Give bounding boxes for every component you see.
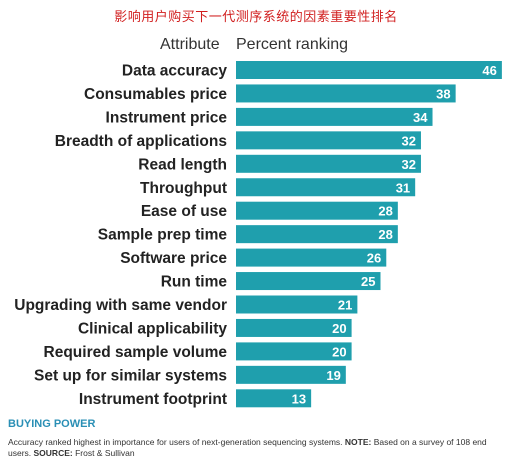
category-label-set-up-for-similar-systems: Set up for similar systems bbox=[34, 367, 227, 384]
bar-clinical-applicability bbox=[236, 318, 352, 337]
category-label-required-sample-volume: Required sample volume bbox=[44, 344, 228, 361]
category-label-instrument-footprint: Instrument footprint bbox=[79, 391, 227, 408]
source-label: SOURCE: bbox=[33, 448, 73, 458]
value-label-throughput: 31 bbox=[396, 180, 410, 195]
note-text: Based on a survey of 108 end users. bbox=[8, 437, 487, 458]
category-label-upgrading-with-same-vendor: Upgrading with same vendor bbox=[14, 297, 227, 314]
value-label-software-price: 26 bbox=[367, 251, 381, 266]
chart-top-title: 影响用户购买下一代测序系统的因素重要性排名 bbox=[114, 10, 398, 25]
value-label-ease-of-use: 28 bbox=[378, 204, 392, 219]
bar-read-length bbox=[236, 154, 421, 173]
value-label-data-accuracy: 46 bbox=[482, 63, 496, 78]
footer-title: BUYING POWER bbox=[8, 418, 96, 430]
category-label-sample-prep-time: Sample prep time bbox=[98, 227, 228, 244]
footnote-text: Accuracy ranked highest in importance fo… bbox=[8, 437, 345, 447]
footnote: Accuracy ranked highest in importance fo… bbox=[8, 437, 508, 459]
category-label-consumables-price: Consumables price bbox=[84, 86, 227, 103]
value-label-consumables-price: 38 bbox=[436, 86, 450, 101]
value-label-breadth-of-applications: 32 bbox=[401, 133, 415, 148]
bar-required-sample-volume bbox=[236, 342, 352, 361]
bar-software-price bbox=[236, 248, 387, 267]
bar-instrument-footprint bbox=[236, 389, 312, 408]
value-label-run-time: 25 bbox=[361, 274, 375, 289]
bar-sample-prep-time bbox=[236, 225, 398, 244]
value-label-instrument-price: 34 bbox=[413, 110, 428, 125]
bar-consumables-price bbox=[236, 84, 456, 103]
bar-instrument-price bbox=[236, 107, 433, 126]
value-label-read-length: 32 bbox=[401, 157, 415, 172]
category-label-throughput: Throughput bbox=[140, 180, 227, 197]
category-label-software-price: Software price bbox=[120, 250, 227, 267]
category-label-instrument-price: Instrument price bbox=[106, 109, 228, 126]
note-label: NOTE: bbox=[344, 437, 372, 447]
value-label-sample-prep-time: 28 bbox=[378, 227, 392, 242]
category-label-clinical-applicability: Clinical applicability bbox=[78, 320, 227, 337]
value-label-clinical-applicability: 20 bbox=[332, 321, 346, 336]
value-label-instrument-footprint: 13 bbox=[292, 391, 306, 406]
category-label-run-time: Run time bbox=[161, 274, 228, 291]
bar-ease-of-use bbox=[236, 201, 398, 220]
bar-throughput bbox=[236, 178, 416, 197]
source-text: Frost & Sullivan bbox=[72, 448, 135, 458]
bar-set-up-for-similar-systems bbox=[236, 365, 346, 384]
bar-upgrading-with-same-vendor bbox=[236, 295, 358, 314]
percent-ranking-column-header: Percent ranking bbox=[236, 36, 349, 53]
attribute-column-header: Attribute bbox=[160, 36, 220, 53]
category-label-breadth-of-applications: Breadth of applications bbox=[55, 133, 227, 150]
value-label-upgrading-with-same-vendor: 21 bbox=[338, 298, 352, 313]
category-label-data-accuracy: Data accuracy bbox=[122, 63, 228, 80]
value-label-required-sample-volume: 20 bbox=[332, 344, 346, 359]
category-label-read-length: Read length bbox=[138, 156, 227, 173]
bar-breadth-of-applications bbox=[236, 131, 421, 150]
value-label-set-up-for-similar-systems: 19 bbox=[326, 368, 340, 383]
bar-data-accuracy bbox=[236, 61, 502, 79]
bar-run-time bbox=[236, 272, 381, 291]
category-label-ease-of-use: Ease of use bbox=[141, 203, 228, 220]
